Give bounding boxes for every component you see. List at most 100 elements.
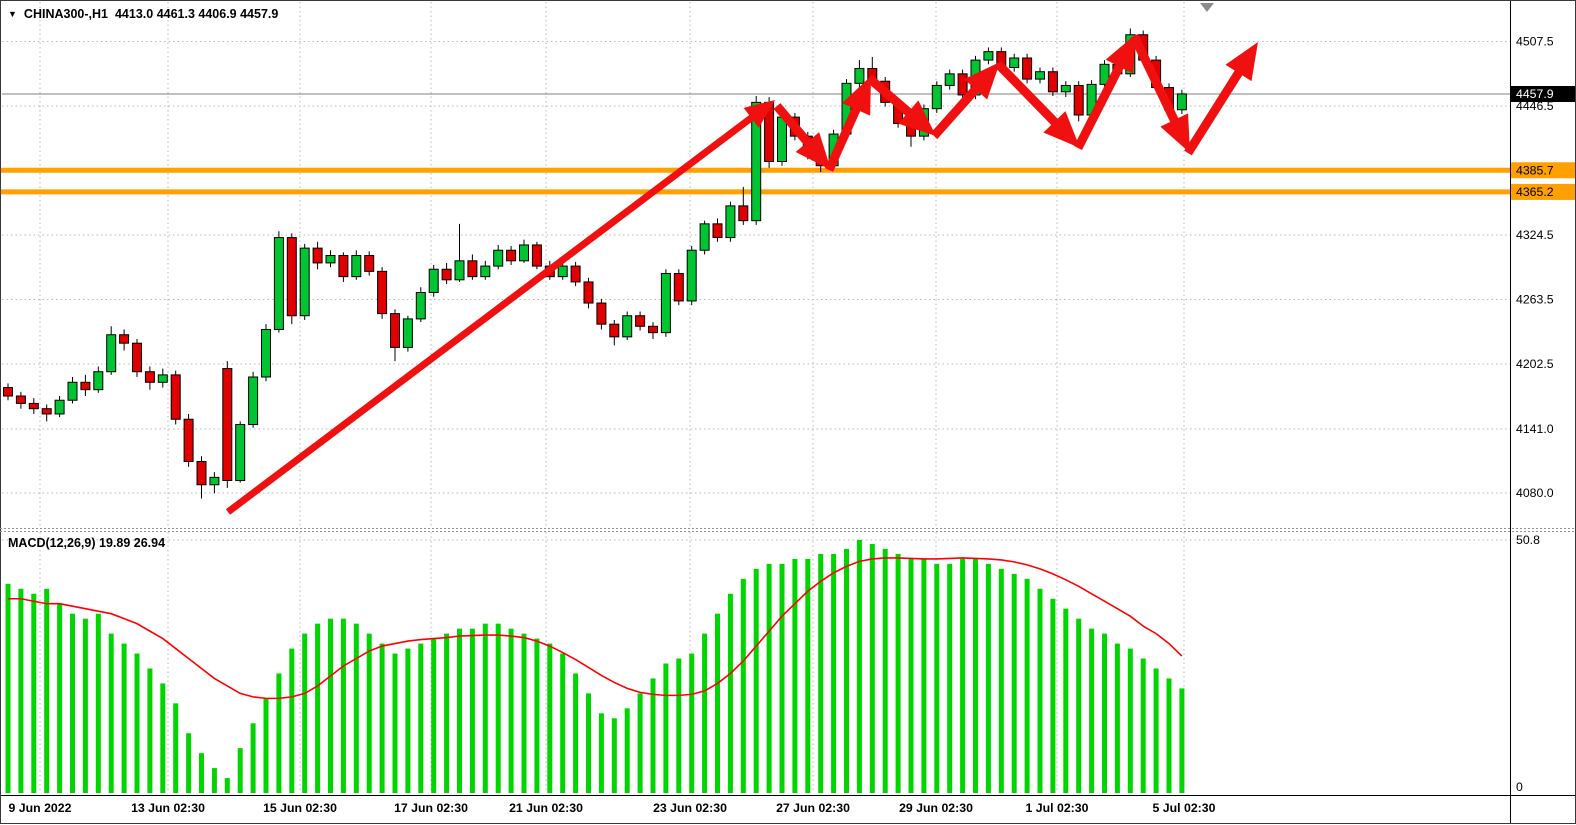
candle-bullish: [1035, 71, 1045, 80]
candle-bullish: [854, 68, 865, 84]
macd-histogram-bar: [779, 563, 785, 793]
macd-histogram-bar: [650, 678, 656, 793]
candle-bullish: [660, 272, 671, 334]
trend-arrow-shaft: [225, 107, 765, 515]
svg-text:50.8: 50.8: [1516, 533, 1540, 547]
macd-histogram-bar: [869, 543, 875, 793]
svg-text:4202.5: 4202.5: [1516, 357, 1554, 371]
macd-histogram-bar: [31, 593, 37, 793]
trend-arrow-head: [1043, 111, 1080, 148]
macd-histogram-bar: [844, 548, 849, 793]
macd-histogram-bar: [147, 668, 153, 793]
candle-bearish: [957, 73, 968, 96]
candle-bearish: [286, 237, 297, 317]
macd-histogram-bar: [82, 618, 88, 793]
macd-histogram-bar: [353, 623, 359, 793]
candle-bullish: [493, 249, 504, 267]
candle-bearish: [609, 323, 620, 338]
candle-bearish: [132, 342, 142, 373]
trend-arrow-shaft: [1129, 34, 1186, 137]
macd-histogram-bar: [1153, 668, 1159, 793]
candle-bullish: [106, 334, 117, 373]
panel-resize-handle[interactable]: [0, 528, 1576, 532]
macd-panel: [5, 539, 1185, 793]
candle-bearish: [1047, 71, 1058, 93]
svg-text:9 Jun 2022: 9 Jun 2022: [9, 801, 72, 815]
macd-histogram-bar: [70, 613, 75, 793]
macd-histogram-bar: [173, 703, 179, 793]
candle-bearish: [119, 334, 130, 344]
candle-bullish: [273, 237, 284, 330]
candle-bullish: [402, 318, 413, 348]
macd-histogram-bar: [340, 618, 346, 793]
svg-text:29 Jun 02:30: 29 Jun 02:30: [899, 801, 973, 815]
macd-histogram-bar: [960, 558, 966, 793]
svg-text:15 Jun 02:30: 15 Jun 02:30: [263, 801, 337, 815]
candle-bearish: [170, 374, 181, 420]
svg-text:17 Jun 02:30: 17 Jun 02:30: [394, 801, 468, 815]
macd-histogram-bar: [224, 778, 230, 793]
macd-histogram-bar: [689, 653, 695, 793]
candle-bullish: [261, 328, 271, 378]
macd-histogram-bar: [1166, 678, 1172, 793]
macd-histogram-bar: [521, 633, 527, 793]
macd-histogram-bar: [237, 748, 243, 793]
macd-histogram-bar: [160, 683, 166, 793]
macd-histogram-bar: [418, 643, 424, 793]
macd-histogram-bar: [1037, 588, 1043, 793]
macd-histogram-bar: [1050, 598, 1056, 793]
candle-bearish: [467, 260, 478, 278]
macd-histogram-bar: [289, 648, 295, 793]
candle-bullish: [415, 291, 426, 320]
macd-histogram-bar: [431, 638, 437, 793]
candle-bearish: [531, 244, 542, 267]
candle-bearish: [196, 461, 207, 486]
candle-bearish: [596, 302, 607, 325]
macd-histogram-bar: [392, 653, 398, 793]
candle-bearish: [1073, 84, 1084, 116]
macd-histogram-bar: [702, 633, 708, 793]
macd-histogram-bar: [573, 673, 579, 793]
candle-bullish: [299, 247, 310, 317]
svg-text:4263.5: 4263.5: [1516, 292, 1554, 306]
trend-arrow-head: [964, 62, 1000, 100]
candle-bullish: [54, 399, 65, 415]
candle-bullish: [983, 51, 994, 61]
candle-bullish: [325, 255, 336, 264]
macd-histogram-bar: [586, 693, 591, 793]
candle-bearish: [1022, 57, 1033, 80]
macd-histogram-bar: [95, 613, 101, 793]
svg-text:4141.0: 4141.0: [1516, 422, 1554, 436]
candle-bearish: [441, 268, 452, 281]
time-scale[interactable]: 9 Jun 2022 13 Jun 02:30 15 Jun 02:30 17 Jun…: [9, 801, 1216, 815]
macd-histogram-bar: [895, 553, 901, 793]
price-scale[interactable]: 4507.5 4446.5 4324.5 4263.5 4202.5 4141.0 4080…: [1510, 0, 1576, 825]
candle-bullish: [480, 265, 491, 278]
macd-histogram-bar: [1140, 658, 1146, 793]
candle-bullish: [699, 223, 710, 251]
macd-histogram-bar: [18, 588, 24, 793]
candle-bullish: [686, 249, 697, 302]
macd-histogram-bar: [882, 548, 888, 793]
macd-histogram-bar: [818, 553, 824, 793]
candle-bearish: [506, 249, 517, 262]
macd-histogram-bar: [263, 698, 269, 793]
trend-arrows[interactable]: [225, 34, 1258, 515]
macd-histogram-bar: [792, 558, 798, 793]
macd-histogram-bar: [998, 568, 1004, 793]
macd-histogram-bar: [1011, 573, 1017, 793]
macd-histogram-bar: [469, 628, 475, 793]
macd-histogram-bar: [366, 633, 372, 793]
candle-bullish: [235, 424, 246, 482]
candle-bearish: [390, 313, 400, 348]
trend-arrow-head: [1105, 34, 1136, 74]
chart-shift-marker-icon[interactable]: [1200, 3, 1214, 12]
macd-histogram-bar: [598, 713, 604, 793]
macd-histogram-bar: [121, 643, 127, 793]
macd-histogram-bar: [715, 613, 720, 793]
macd-histogram-bar: [1102, 633, 1107, 793]
macd-histogram-bar: [495, 623, 501, 793]
candle-bullish: [248, 376, 259, 426]
